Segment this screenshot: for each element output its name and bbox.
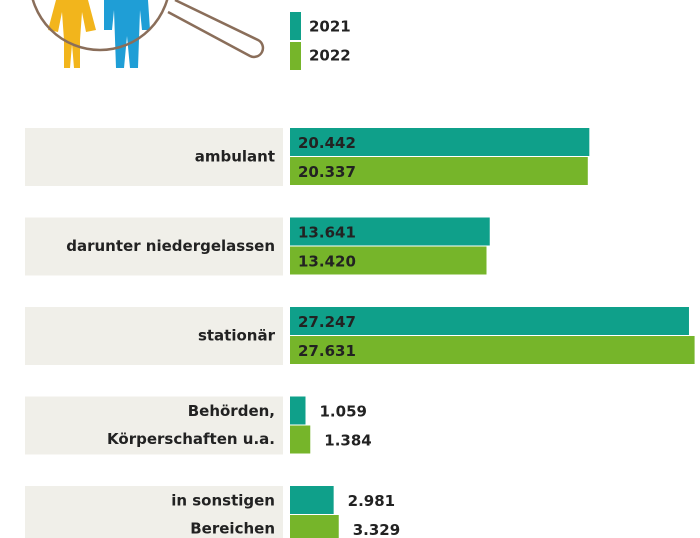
value-label: 3.329 [353, 521, 400, 538]
bar [290, 246, 487, 275]
category-label: in sonstigen [171, 492, 275, 510]
value-label: 27.631 [298, 342, 356, 360]
legend-swatch [290, 12, 301, 40]
bar [290, 128, 590, 156]
category-label: Bereichen [190, 520, 275, 538]
bar [290, 486, 334, 514]
legend-swatch [290, 42, 301, 70]
category-label: darunter niedergelassen [66, 237, 275, 255]
category-box [25, 486, 283, 538]
category-label: stationär [198, 327, 276, 345]
category-box [25, 307, 283, 365]
value-label: 27.247 [298, 313, 356, 331]
legend-label: 2022 [309, 47, 351, 65]
value-label: 1.384 [324, 432, 371, 450]
bar [290, 396, 306, 425]
icon [31, 0, 265, 68]
category-box [25, 396, 283, 455]
value-label: 1.059 [320, 403, 367, 421]
bar [290, 157, 588, 185]
category-box [25, 217, 283, 276]
bar [290, 307, 689, 335]
legend-label: 2021 [309, 18, 351, 36]
bar [290, 336, 695, 364]
bar [290, 217, 490, 246]
category-label: ambulant [195, 148, 275, 166]
bar [290, 425, 311, 454]
category-box [25, 128, 283, 186]
value-label: 13.641 [298, 224, 356, 242]
value-label: 2.981 [348, 492, 395, 510]
bar [290, 515, 339, 538]
category-label: Behörden, [188, 402, 275, 420]
category-label: Körperschaften u.a. [107, 430, 275, 448]
value-label: 13.420 [298, 253, 356, 271]
value-label: 20.337 [298, 163, 356, 181]
value-label: 20.442 [298, 134, 356, 152]
